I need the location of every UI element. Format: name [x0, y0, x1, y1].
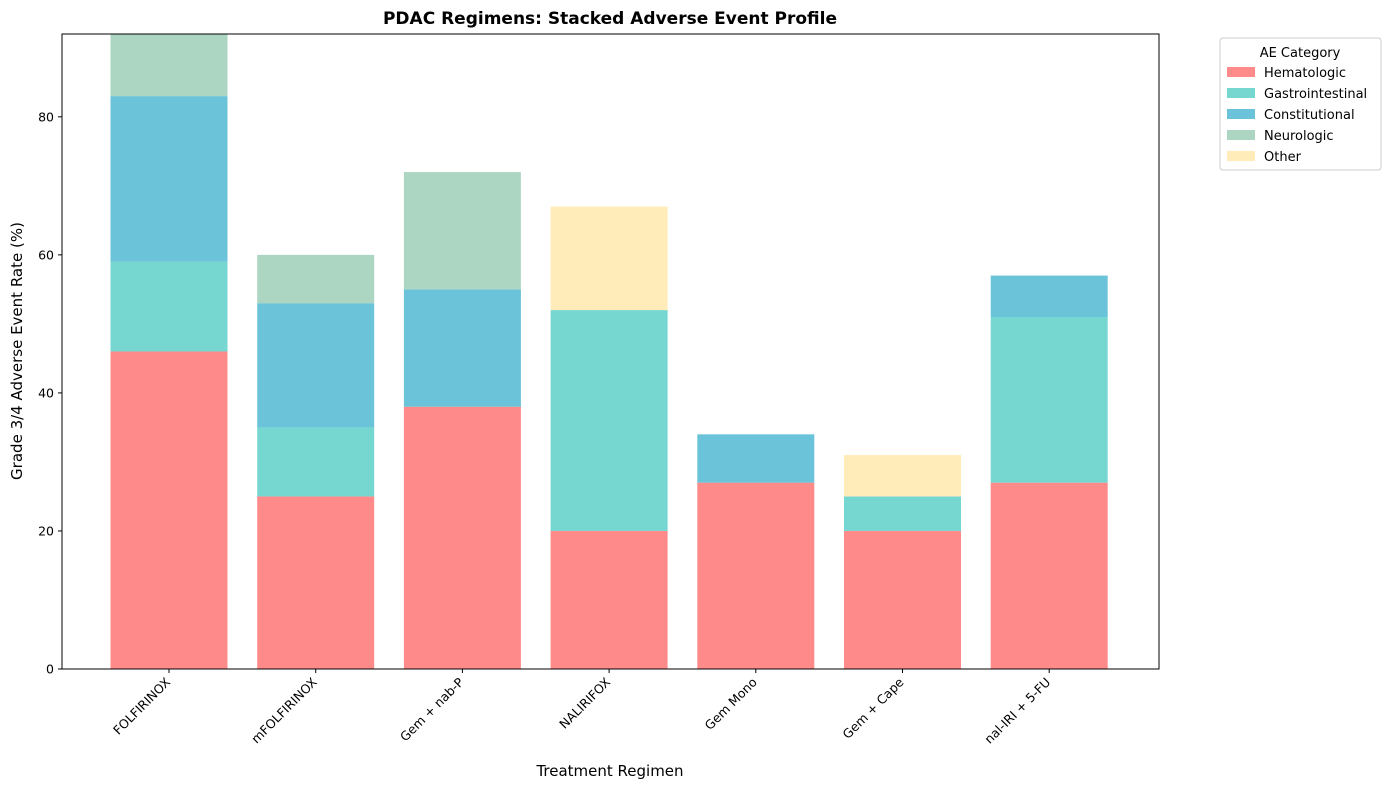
y-tick-label: 20	[38, 523, 54, 538]
legend-items: Hematologic Gastrointestinal Constitutiona…	[1227, 66, 1367, 165]
plot-area-frame	[61, 33, 1160, 670]
x-tick-label: nal-IRI + 5-FU	[981, 675, 1053, 747]
bar-segment	[257, 303, 375, 428]
bar-segment	[257, 254, 375, 304]
x-axis-ticks: FOLFIRINOX mFOLFIRINOX Gem + nab-P NALIRIFO…	[110, 669, 1053, 747]
y-tick-label: 60	[38, 247, 54, 262]
bar-segment	[550, 530, 668, 669]
y-tick-label: 40	[38, 385, 54, 400]
legend-swatch	[1227, 130, 1255, 140]
legend-label: Constitutional	[1264, 108, 1355, 123]
bar-segment	[550, 310, 668, 531]
y-tick-label: 80	[38, 109, 54, 124]
legend-swatch	[1227, 88, 1255, 98]
bar-segment	[550, 206, 668, 311]
bar-segment	[990, 482, 1108, 669]
bar-segment	[844, 455, 961, 497]
y-axis-ticks: 0 20 40 60 80	[38, 109, 62, 677]
bar-segment	[257, 427, 375, 497]
bar-segment	[110, 261, 228, 352]
y-tick-label: 0	[46, 662, 54, 677]
bar-segment	[990, 275, 1108, 317]
bar-segment	[110, 96, 228, 262]
bar-segment	[403, 172, 521, 290]
legend-title: AE Category	[1260, 46, 1341, 61]
legend-label: Other	[1264, 150, 1302, 165]
bar-segment	[403, 406, 521, 669]
bar-segment	[110, 34, 228, 97]
bar-segment	[403, 289, 521, 407]
x-tick-label: NALIRIFOX	[556, 674, 613, 731]
chart-title: PDAC Regimens: Stacked Adverse Event Pro…	[383, 9, 837, 29]
legend-frame	[1219, 37, 1382, 171]
bar-segment	[697, 482, 815, 669]
bar-segment	[844, 496, 961, 531]
legend-swatch	[1227, 151, 1255, 161]
bar-segment	[990, 316, 1108, 483]
legend-label: Gastrointestinal	[1264, 87, 1367, 102]
x-tick-label: FOLFIRINOX	[110, 674, 173, 737]
legend: AE Category Hematologic Gastrointestinal C…	[1219, 37, 1382, 171]
bars-layer	[110, 34, 1108, 669]
bar-segment	[844, 530, 961, 669]
x-tick-label: Gem Mono	[702, 675, 760, 733]
bar-segment	[257, 496, 375, 669]
legend-label: Hematologic	[1264, 66, 1346, 81]
x-tick-label: Gem + Cape	[839, 674, 906, 741]
x-tick-label: Gem + nab-P	[397, 674, 467, 744]
x-tick-label: mFOLFIRINOX	[248, 674, 320, 746]
bar-segment	[110, 351, 228, 669]
bar-segment	[697, 434, 815, 483]
y-axis-label: Grade 3/4 Adverse Event Rate (%)	[8, 222, 26, 480]
legend-swatch	[1227, 67, 1255, 77]
x-axis-label: Treatment Regimen	[535, 762, 683, 780]
legend-swatch	[1227, 109, 1255, 119]
legend-label: Neurologic	[1264, 129, 1334, 144]
